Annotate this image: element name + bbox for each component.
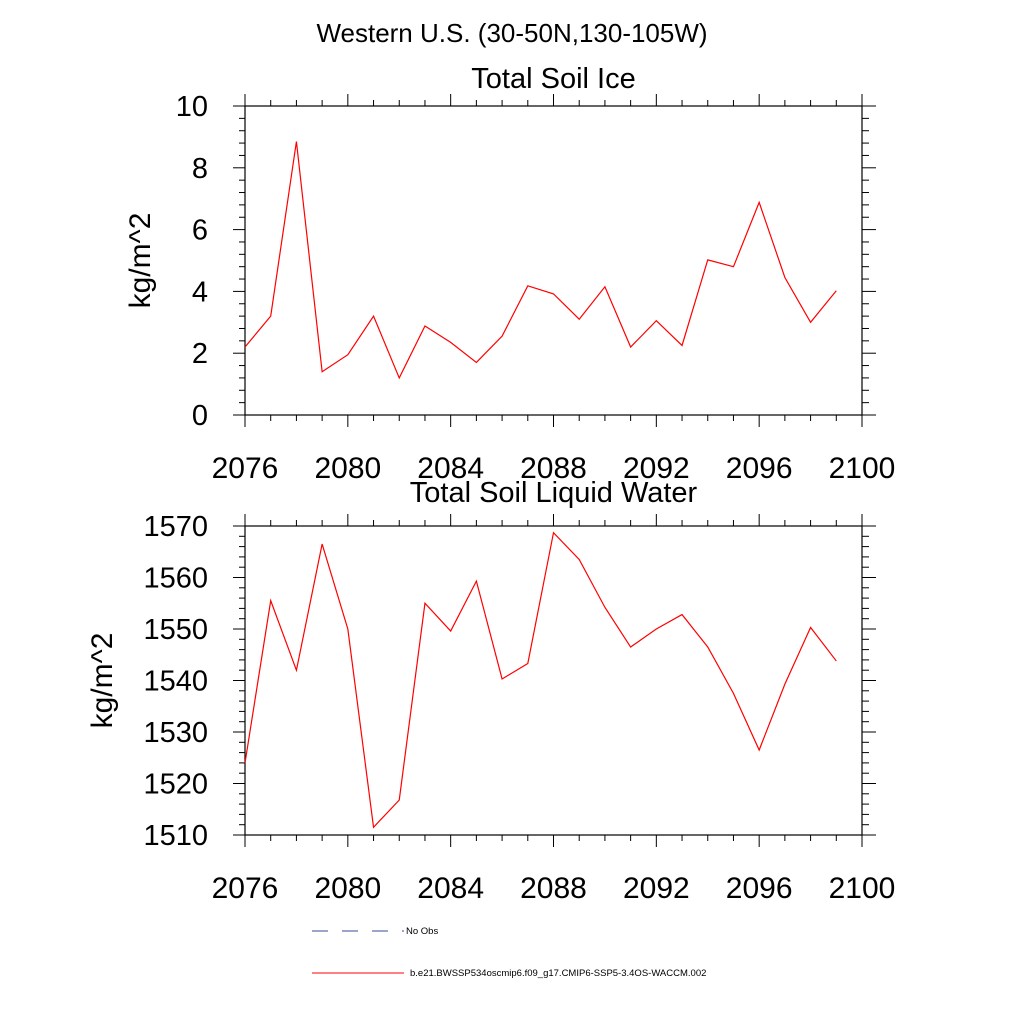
plot-frame <box>244 525 863 836</box>
y-tick-label: 2 <box>192 338 208 370</box>
legend-label-2: b.e21.BWSSP534oscmip6.f09_g17.CMIP6-SSP5… <box>410 968 706 979</box>
figure-title: Western U.S. (30-50N,130-105W) <box>316 18 707 48</box>
y-axis-label: kg/m^2 <box>86 633 119 729</box>
y-tick-label: 1550 <box>143 614 208 646</box>
x-tick-label: 2084 <box>417 452 484 485</box>
x-tick-label: 2084 <box>417 872 484 905</box>
y-tick-label: 1510 <box>143 820 208 852</box>
legend-label-1: No Obs <box>406 926 438 937</box>
legend: No Obs b.e21.BWSSP534oscmip6.f09_g17.CMIP… <box>312 926 706 979</box>
chart-title: Total Soil Ice <box>471 63 635 95</box>
x-tick-label: 2092 <box>623 452 690 485</box>
x-tick-label: 2100 <box>829 452 896 485</box>
x-tick-label: 2088 <box>520 452 587 485</box>
y-tick-label: 1540 <box>143 666 208 698</box>
y-tick-label: 8 <box>192 153 208 185</box>
x-tick-label: 2096 <box>726 872 793 905</box>
series-line-1 <box>244 531 837 829</box>
chart-title: Total Soil Liquid Water <box>410 477 698 509</box>
x-tick-label: 2076 <box>212 452 279 485</box>
series-line-1 <box>244 141 837 380</box>
y-tick-label: 1570 <box>143 511 208 543</box>
x-tick-label: 2076 <box>212 872 279 905</box>
x-tick-label: 2092 <box>623 872 690 905</box>
y-tick-label: 0 <box>192 400 208 432</box>
x-tick-label: 2088 <box>520 872 587 905</box>
y-tick-label: 1530 <box>143 717 208 749</box>
y-tick-label: 6 <box>192 215 208 247</box>
x-tick-label: 2100 <box>829 872 896 905</box>
plot-frame <box>244 105 863 416</box>
y-tick-label: 4 <box>192 276 208 308</box>
y-tick-label: 10 <box>176 91 208 123</box>
x-tick-label: 2080 <box>314 452 381 485</box>
chart-panel-2: Total Soil Liquid Water kg/m^2 2076 2080 208… <box>86 477 895 905</box>
y-tick-label: 1520 <box>143 769 208 801</box>
x-tick-label: 2096 <box>726 452 793 485</box>
x-tick-label: 2080 <box>314 872 381 905</box>
y-axis-label: kg/m^2 <box>124 213 157 309</box>
y-tick-label: 1560 <box>143 563 208 595</box>
